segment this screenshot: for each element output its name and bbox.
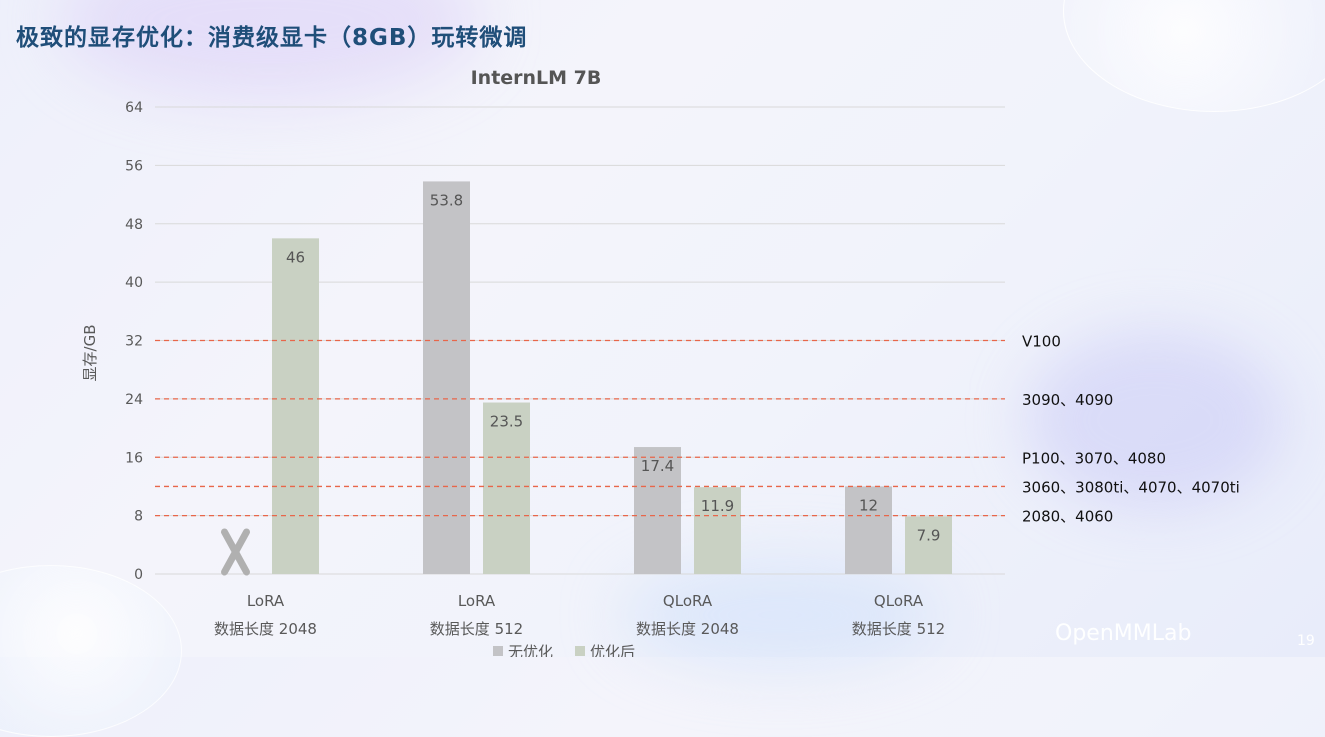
reference-lines: V100 3090、4090 P100、3070、4080 3060、3080ti、4… — [155, 333, 1240, 526]
y-axis-label: 显存/GB — [81, 325, 99, 382]
x-tick-label: LoRA — [247, 592, 285, 610]
bar — [272, 238, 319, 574]
bars — [272, 181, 952, 574]
y-tick-label: 48 — [125, 217, 143, 233]
reference-line-label: V100 — [1022, 333, 1061, 351]
legend-label: 优化后 — [590, 643, 635, 657]
legend-label: 无优化 — [508, 643, 553, 657]
data-label: 12 — [859, 496, 878, 514]
reference-line-label: 3060、3080ti、4070、4070ti — [1022, 478, 1240, 496]
y-tick-label: 8 — [134, 509, 143, 525]
x-tick-label: 数据长度 2048 — [636, 620, 739, 638]
bar — [634, 447, 681, 574]
bar — [845, 486, 892, 574]
slide-title: 极致的显存优化：消费级显卡（8GB）玩转微调 — [16, 25, 528, 51]
bar — [905, 516, 952, 574]
data-label: 46 — [286, 248, 305, 266]
reference-line-label: 3090、4090 — [1022, 391, 1113, 409]
x-tick-label: QLoRA — [663, 592, 713, 610]
y-tick-label: 0 — [134, 567, 143, 583]
cross-stroke — [221, 528, 250, 576]
legend-swatch — [493, 646, 503, 656]
bar — [423, 181, 470, 574]
chart-title: InternLM 7B — [471, 67, 602, 89]
legend-swatch — [575, 646, 585, 656]
data-label: 23.5 — [490, 413, 523, 431]
bar — [694, 487, 741, 574]
page-number: 19 — [1297, 633, 1315, 649]
out-of-memory-cross-icon — [221, 528, 250, 576]
x-tick-label: QLoRA — [874, 592, 924, 610]
y-tick-label: 24 — [125, 392, 143, 408]
y-tick-label: 16 — [125, 450, 143, 466]
legend: 无优化 优化后 — [493, 643, 635, 657]
y-tick-label: 32 — [125, 334, 143, 350]
bar-chart: InternLM 7B 显存/GB V100 3090、4090 P100、3070… — [81, 67, 1315, 657]
reference-line-label: 2080、4060 — [1022, 508, 1113, 526]
y-tick-label: 56 — [125, 158, 143, 174]
data-label: 17.4 — [641, 457, 674, 475]
x-tick-label: 数据长度 512 — [430, 620, 523, 638]
labels: 0 8 16 24 32 40 48 56 64 46 LoRA 数据长度 2048 53.8 23.5 L… — [125, 100, 945, 638]
y-tick-label: 40 — [125, 275, 143, 291]
x-tick-label: LoRA — [458, 592, 496, 610]
bar — [483, 402, 530, 574]
data-label: 11.9 — [701, 497, 734, 515]
watermark: OpenMMLab — [1055, 621, 1191, 646]
reference-line-label: P100、3070、4080 — [1022, 449, 1166, 467]
data-label: 7.9 — [917, 526, 941, 544]
data-label: 53.8 — [430, 191, 463, 209]
x-tick-label: 数据长度 2048 — [214, 620, 317, 638]
y-tick-label: 64 — [125, 100, 143, 116]
x-tick-label: 数据长度 512 — [852, 620, 945, 638]
